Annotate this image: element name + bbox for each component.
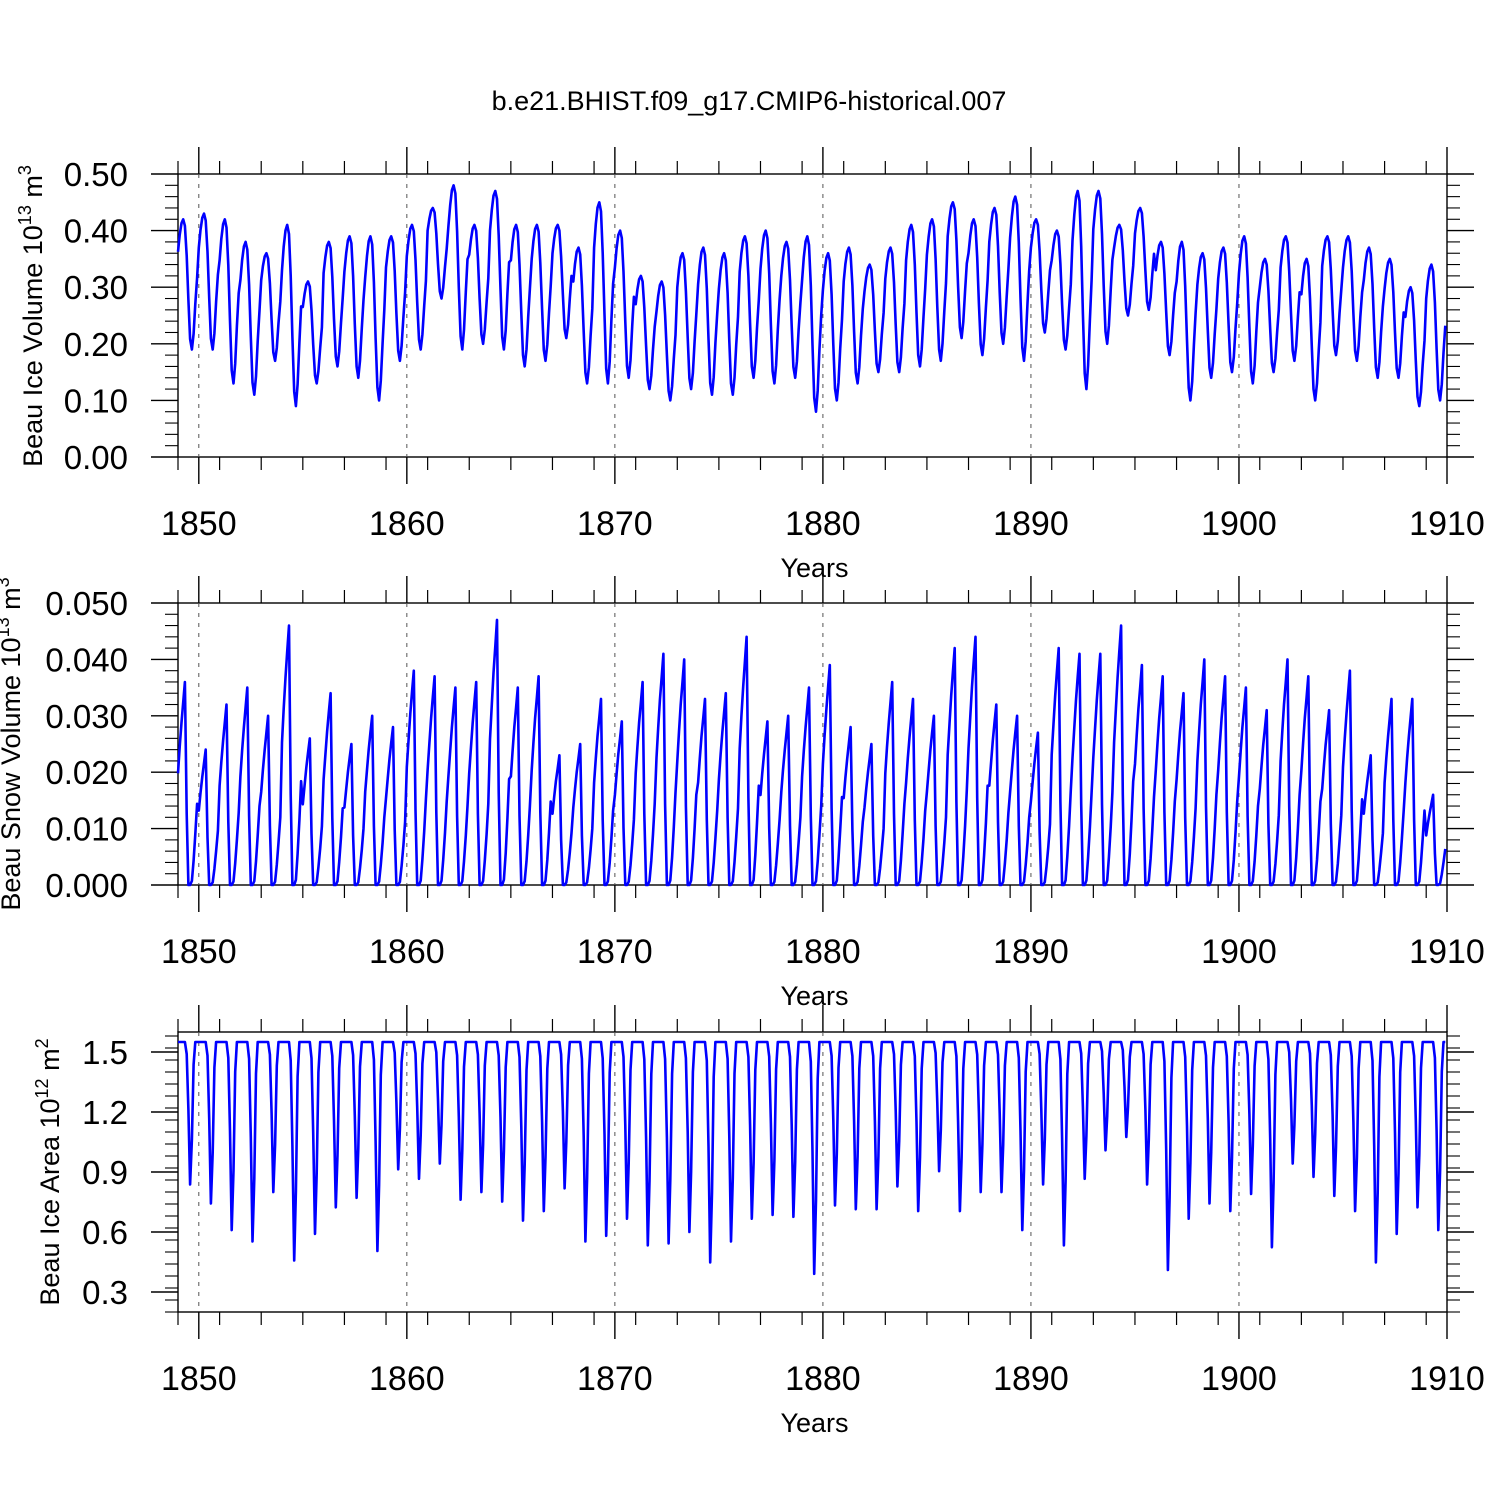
- x-tick-label: 1880: [785, 933, 861, 971]
- y-axis-label-superscript: 13: [0, 617, 13, 637]
- y-axis-label: Beau Snow Volume 1013 m3: [0, 577, 26, 910]
- y-tick-label: 0.30: [64, 269, 128, 306]
- y-tick-label: 0.050: [45, 585, 128, 622]
- y-tick-label: 0.6: [82, 1214, 128, 1251]
- y-axis-label-part: m: [35, 1048, 65, 1078]
- x-tick-label: 1910: [1409, 933, 1485, 971]
- series-line-ice-volume: [176, 184, 1447, 413]
- y-tick-label: 0.040: [45, 641, 128, 678]
- plot-frame: [177, 173, 1448, 458]
- series-line-snow-volume: [176, 618, 1447, 887]
- y-tick-label: 0.020: [45, 754, 128, 791]
- y-axis-label-superscript: 3: [15, 165, 35, 175]
- x-tick-label: 1850: [161, 505, 237, 543]
- y-tick-label: 0.9: [82, 1154, 128, 1191]
- y-axis-label-superscript: 2: [32, 1038, 52, 1048]
- x-tick-label: 1860: [369, 933, 445, 971]
- y-tick-label: 0.010: [45, 811, 128, 848]
- y-tick-label: 0.50: [64, 156, 128, 193]
- x-tick-label: 1870: [577, 505, 653, 543]
- x-tick-label: 1900: [1201, 933, 1277, 971]
- x-tick-label: 1910: [1409, 1360, 1485, 1398]
- x-tick-label: 1890: [993, 1360, 1069, 1398]
- x-tick-label: 1870: [577, 1360, 653, 1398]
- x-tick-label: 1900: [1201, 1360, 1277, 1398]
- y-axis-label: Beau Ice Volume 1013 m3: [15, 165, 48, 467]
- y-tick-label: 0.40: [64, 213, 128, 250]
- series-line-ice-area: [178, 1040, 1446, 1276]
- x-tick-label: 1850: [161, 933, 237, 971]
- x-tick-label: 1890: [993, 933, 1069, 971]
- y-axis-label-part: m: [0, 587, 26, 617]
- y-axis-label-part: m: [18, 175, 48, 205]
- y-axis-label-part: Beau Snow Volume 10: [0, 637, 26, 910]
- x-axis-label: Years: [780, 1408, 848, 1438]
- x-tick-label: 1910: [1409, 505, 1485, 543]
- panels: 1850 1860 1870 1880 1890 1900 1910 0.00 0.10 0.20…: [0, 147, 1485, 1438]
- y-tick-label: 0.00: [64, 439, 128, 476]
- y-tick-label: 1.2: [82, 1094, 128, 1131]
- x-tick-label: 1860: [369, 1360, 445, 1398]
- y-tick-label: 1.5: [82, 1034, 128, 1071]
- y-tick-label: 0.10: [64, 382, 128, 419]
- y-axis-label-superscript: 12: [32, 1078, 52, 1098]
- y-axis-label-superscript: 3: [0, 577, 13, 587]
- y-axis-label: Beau Ice Area 1012 m2: [32, 1038, 65, 1305]
- y-axis-label-part: Beau Ice Volume 10: [18, 225, 48, 467]
- x-axis-label: Years: [780, 553, 848, 583]
- x-tick-label: 1860: [369, 505, 445, 543]
- x-tick-label: 1850: [161, 1360, 237, 1398]
- chart-panel-snow-volume: 1850 1860 1870 1880 1890 1900 1910 0.000 0.010 0.…: [0, 576, 1485, 1011]
- x-tick-label: 1880: [785, 1360, 861, 1398]
- x-tick-label: 1890: [993, 505, 1069, 543]
- chart-panel-ice-area: 1850 1860 1870 1880 1890 1900 1910 0.3 0.6 0.9 1.2…: [32, 1005, 1485, 1438]
- y-tick-label: 0.030: [45, 698, 128, 735]
- x-axis-label: Years: [780, 981, 848, 1011]
- x-tick-label: 1880: [785, 505, 861, 543]
- y-axis-label-part: Beau Ice Area 10: [35, 1098, 65, 1305]
- y-tick-label: 0.20: [64, 326, 128, 363]
- y-tick-label: 0.3: [82, 1274, 128, 1311]
- y-tick-label: 0.000: [45, 867, 128, 904]
- chart-title: b.e21.BHIST.f09_g17.CMIP6-historical.007: [492, 86, 1007, 116]
- y-axis-label-superscript: 13: [15, 205, 35, 225]
- x-tick-label: 1870: [577, 933, 653, 971]
- x-tick-label: 1900: [1201, 505, 1277, 543]
- chart-panel-ice-volume: 1850 1860 1870 1880 1890 1900 1910 0.00 0.10 0.20…: [15, 147, 1485, 583]
